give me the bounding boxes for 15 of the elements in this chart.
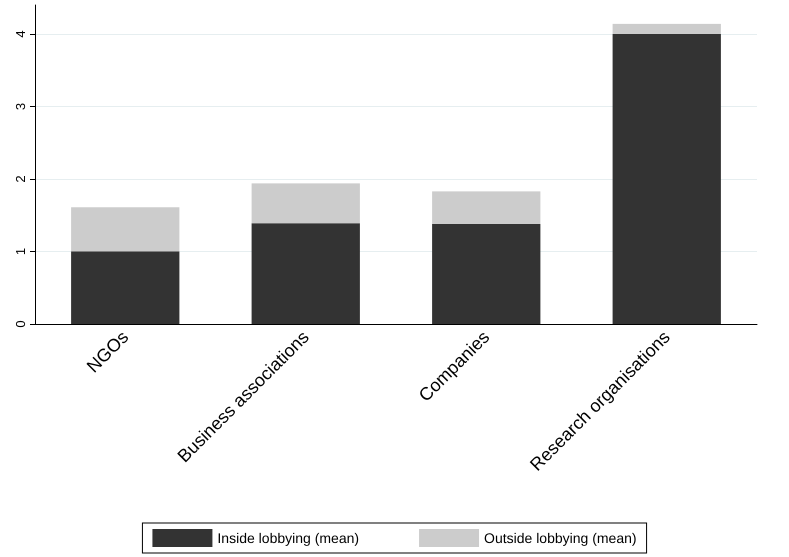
bar (252, 223, 360, 324)
legend-label: Outside lobbying (mean) (484, 530, 637, 546)
y-tick-label: 1 (13, 248, 28, 256)
y-tick-label: 3 (13, 102, 28, 110)
y-tick-label: 4 (13, 30, 28, 38)
bar (71, 207, 180, 252)
bar (432, 224, 540, 324)
y-tick-label: 0 (13, 320, 28, 328)
bar (71, 252, 180, 324)
y-tick-label: 2 (13, 175, 28, 183)
bar (252, 183, 360, 224)
bar (432, 191, 540, 224)
legend-label: Inside lobbying (mean) (217, 530, 360, 546)
bar (612, 24, 721, 34)
bar (612, 34, 721, 324)
